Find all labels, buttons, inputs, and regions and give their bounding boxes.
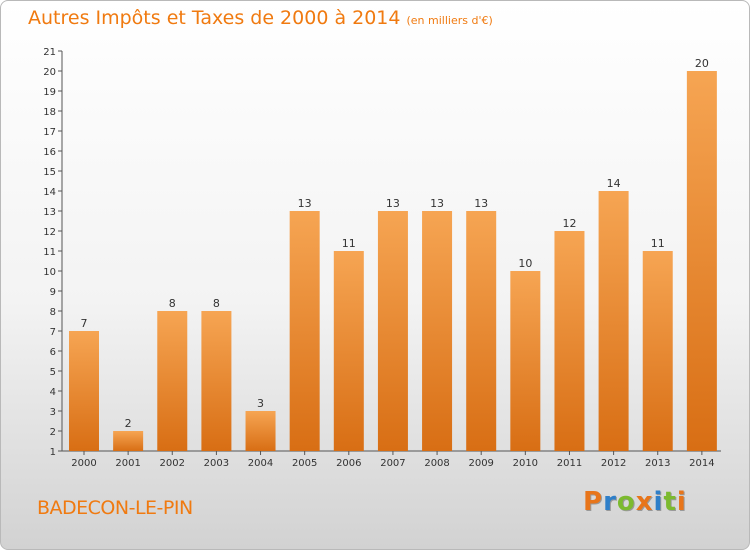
bar: [598, 191, 629, 451]
bar: [377, 211, 408, 451]
y-tick-label: 20: [43, 67, 56, 78]
x-tick-label: 2002: [160, 458, 185, 469]
x-tick-label: 2008: [424, 458, 449, 469]
y-tick-label: 13: [43, 207, 56, 218]
x-tick-label: 2003: [204, 458, 229, 469]
bar-value-label: 11: [651, 237, 665, 250]
y-tick-label: 15: [43, 167, 56, 178]
y-tick-label: 5: [50, 367, 56, 378]
y-tick-label: 11: [43, 247, 56, 258]
y-tick-label: 17: [43, 127, 56, 138]
y-tick-label: 19: [43, 87, 56, 98]
y-tick-label: 18: [43, 107, 56, 118]
logo-letter: i: [653, 487, 664, 517]
bar: [642, 251, 673, 451]
y-tick-label: 6: [50, 347, 56, 358]
bar: [333, 251, 364, 451]
y-tick-label: 16: [43, 147, 56, 158]
logo-letter: i: [676, 487, 687, 517]
bar: [686, 71, 717, 451]
bar-value-label: 3: [257, 397, 264, 410]
bar-value-label: 11: [342, 237, 356, 250]
y-tick-label: 14: [43, 187, 56, 198]
bar-value-label: 13: [474, 197, 488, 210]
bar-value-label: 14: [607, 177, 621, 190]
logo-letter: x: [635, 487, 654, 517]
y-tick-label: 7: [50, 327, 56, 338]
x-tick-label: 2014: [689, 458, 714, 469]
bar-value-label: 20: [695, 57, 709, 70]
y-tick-label: 12: [43, 227, 56, 238]
x-tick-label: 2000: [71, 458, 96, 469]
bar: [466, 211, 497, 451]
logo-letter: t: [663, 487, 677, 517]
y-tick-label: 1: [50, 447, 56, 458]
bar-value-label: 8: [213, 297, 220, 310]
bar: [157, 311, 188, 451]
bar: [113, 431, 144, 451]
x-tick-label: 2010: [513, 458, 538, 469]
bar-value-label: 7: [81, 317, 88, 330]
y-tick-label: 21: [43, 47, 56, 58]
bar: [201, 311, 232, 451]
chart-title: Autres Impôts et Taxes de 2000 à 2014 (en…: [28, 7, 493, 29]
x-tick-label: 2012: [601, 458, 626, 469]
bar-value-label: 13: [430, 197, 444, 210]
bar: [422, 211, 453, 451]
commune-name: BADECON-LE-PIN: [37, 497, 193, 519]
bar-value-label: 8: [169, 297, 176, 310]
y-tick-label: 8: [50, 307, 56, 318]
bar-value-label: 13: [386, 197, 400, 210]
x-tick-label: 2011: [557, 458, 582, 469]
x-tick-label: 2007: [380, 458, 405, 469]
y-tick-label: 2: [50, 427, 56, 438]
proxiti-logo: Proxiti: [583, 487, 687, 517]
bar: [245, 411, 276, 451]
x-tick-label: 2006: [336, 458, 361, 469]
x-tick-label: 2005: [292, 458, 317, 469]
x-tick-label: 2009: [468, 458, 493, 469]
y-tick-label: 9: [50, 287, 56, 298]
x-tick-label: 2001: [115, 458, 140, 469]
chart-title-text: Autres Impôts et Taxes de 2000 à 2014: [28, 7, 401, 29]
chart-unit: (en milliers d'€): [406, 14, 493, 27]
bar-value-label: 10: [518, 257, 532, 270]
logo-letter: r: [603, 487, 617, 517]
y-tick-label: 10: [43, 267, 56, 278]
y-tick-label: 3: [50, 407, 56, 418]
logo-letter: o: [616, 487, 636, 517]
bar: [289, 211, 320, 451]
x-tick-label: 2004: [248, 458, 273, 469]
bar-value-label: 2: [125, 417, 132, 430]
bar: [554, 231, 585, 451]
bar: [69, 331, 99, 451]
y-tick-label: 4: [50, 387, 56, 398]
logo-letter: P: [583, 487, 604, 517]
bar: [510, 271, 541, 451]
bar-value-label: 12: [562, 217, 576, 230]
x-tick-label: 2013: [645, 458, 670, 469]
bars-group: 7 2 8 8 3 13 11 13 13 13 10 12 14 11 20: [69, 57, 717, 451]
bar-value-label: 13: [298, 197, 312, 210]
